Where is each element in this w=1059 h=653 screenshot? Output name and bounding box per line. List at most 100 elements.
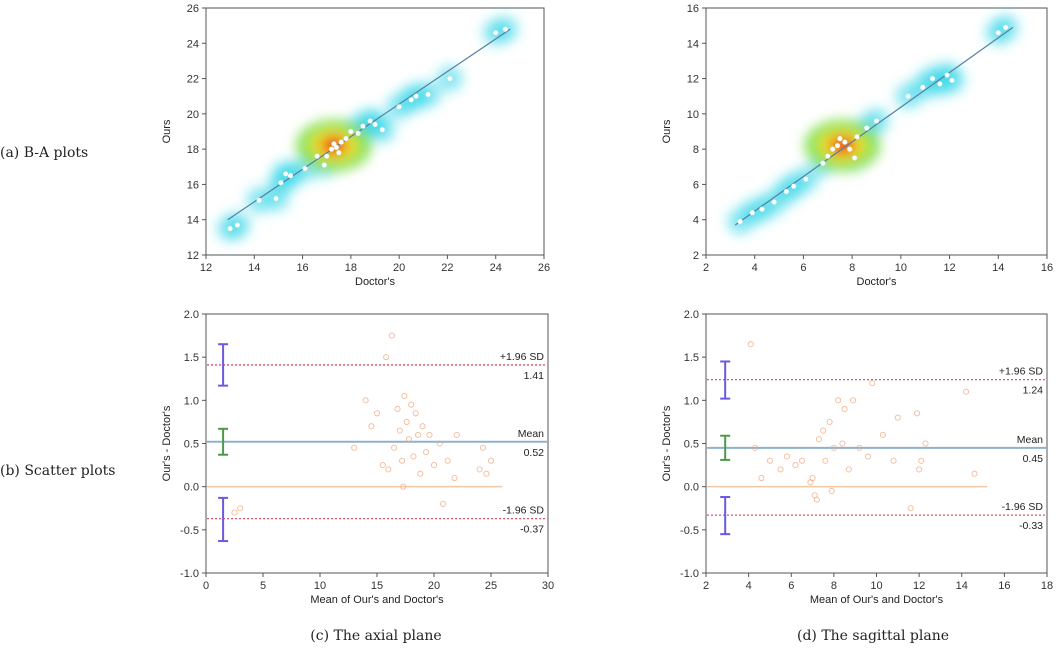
data-point [783,188,789,195]
x-tick-label: 20 [393,262,405,274]
x-tick-label: 12 [943,262,955,274]
data-point [851,155,858,161]
data-point [336,150,342,156]
data-point [747,341,754,348]
data-point [869,380,876,387]
y-tick-label: 1.5 [184,352,199,364]
y-tick-label: 2.0 [184,309,199,321]
x-tick-label: 12 [200,262,212,274]
x-axis-label: Mean of Our's and Doctor's [810,594,944,606]
lower-loa-value: -0.37 [520,524,544,536]
upper-loa-label: +1.96 SD [999,366,1043,378]
y-tick-label: 22 [187,74,199,86]
data-point [830,444,837,451]
data-point [905,93,911,99]
data-point [783,453,791,460]
data-point [890,457,897,464]
x-tick-label: 10 [314,580,326,592]
y-tick-label: -1.0 [180,568,199,580]
data-point [419,423,426,430]
data-point [737,218,743,225]
data-point [830,146,836,152]
y-tick-label: 12 [187,250,199,262]
data-point [394,405,401,413]
mean-value: 0.52 [524,447,545,459]
data-point [850,397,857,404]
y-axis-label: Ours [161,119,173,143]
data-point [408,97,414,103]
data-point [828,487,835,495]
data-point [920,84,926,90]
x-tick-label: 16 [1041,262,1053,274]
y-axis-label: Ours [661,119,673,143]
x-tick-label: 14 [248,262,260,274]
chart-axial-bland-altman: 0 5 10 15 20 25 30 -1.0 -0.5 0.0 0.5 1.0 1.5 2.0 Mean … [161,309,554,606]
data-point [766,457,773,464]
data-point [417,470,424,477]
data-point [440,500,447,507]
data-point [825,153,831,159]
x-tick-label: 26 [538,262,550,274]
data-point [837,135,843,142]
y-tick-label: 16 [687,3,699,15]
regression-line [227,28,511,221]
data-point [321,162,327,168]
data-point [922,440,929,447]
data-point [338,139,344,145]
data-point [379,462,386,469]
y-tick-label: 8 [693,144,699,156]
x-tick-label: 4 [752,262,758,274]
data-point [403,418,410,425]
data-point [447,75,453,82]
data-point [826,418,833,425]
data-point [834,143,841,149]
x-tick-label: 6 [788,580,794,592]
data-point [751,444,759,451]
data-point [302,165,308,172]
x-tick-label: 0 [203,580,209,592]
lower-loa-value: -0.33 [1019,520,1043,532]
y-tick-label: 0.5 [184,439,199,451]
data-point [360,123,366,129]
data-point [396,427,403,434]
data-point [237,505,244,512]
data-point [822,457,829,464]
data-point [343,135,349,142]
data-point [791,183,797,189]
data-point [405,436,412,443]
data-point [333,144,339,150]
y-tick-label: 24 [187,38,199,50]
data-point [864,125,870,131]
mean-label: Mean [518,428,544,440]
plot-frame [205,313,549,574]
y-tick-label: 18 [187,144,199,156]
lower-loa-label: -1.96 SD [1002,501,1044,513]
data-point [401,392,408,400]
data-point [483,470,490,477]
x-tick-label: 18 [1041,580,1053,592]
y-tick-label: 26 [187,3,199,15]
data-point [373,410,381,417]
data-point [383,354,390,361]
data-point [792,462,799,469]
data-point [362,397,369,404]
data-point [962,388,970,395]
plot-frame [705,313,1048,574]
data-point [399,457,406,464]
y-tick-label: 1.0 [184,395,199,407]
x-tick-label: 10 [895,262,907,274]
upper-loa-value: 1.41 [524,370,545,382]
data-point [758,474,765,482]
data-point [426,431,433,438]
data-point [231,509,238,516]
x-tick-label: 16 [998,580,1010,592]
data-point [385,466,392,473]
data-point [820,427,827,434]
data-point [430,462,438,469]
data-point [422,449,430,456]
data-point [436,440,443,447]
data-point [479,444,487,451]
data-point [841,405,848,413]
x-tick-label: 20 [428,580,440,592]
data-point [918,457,925,464]
